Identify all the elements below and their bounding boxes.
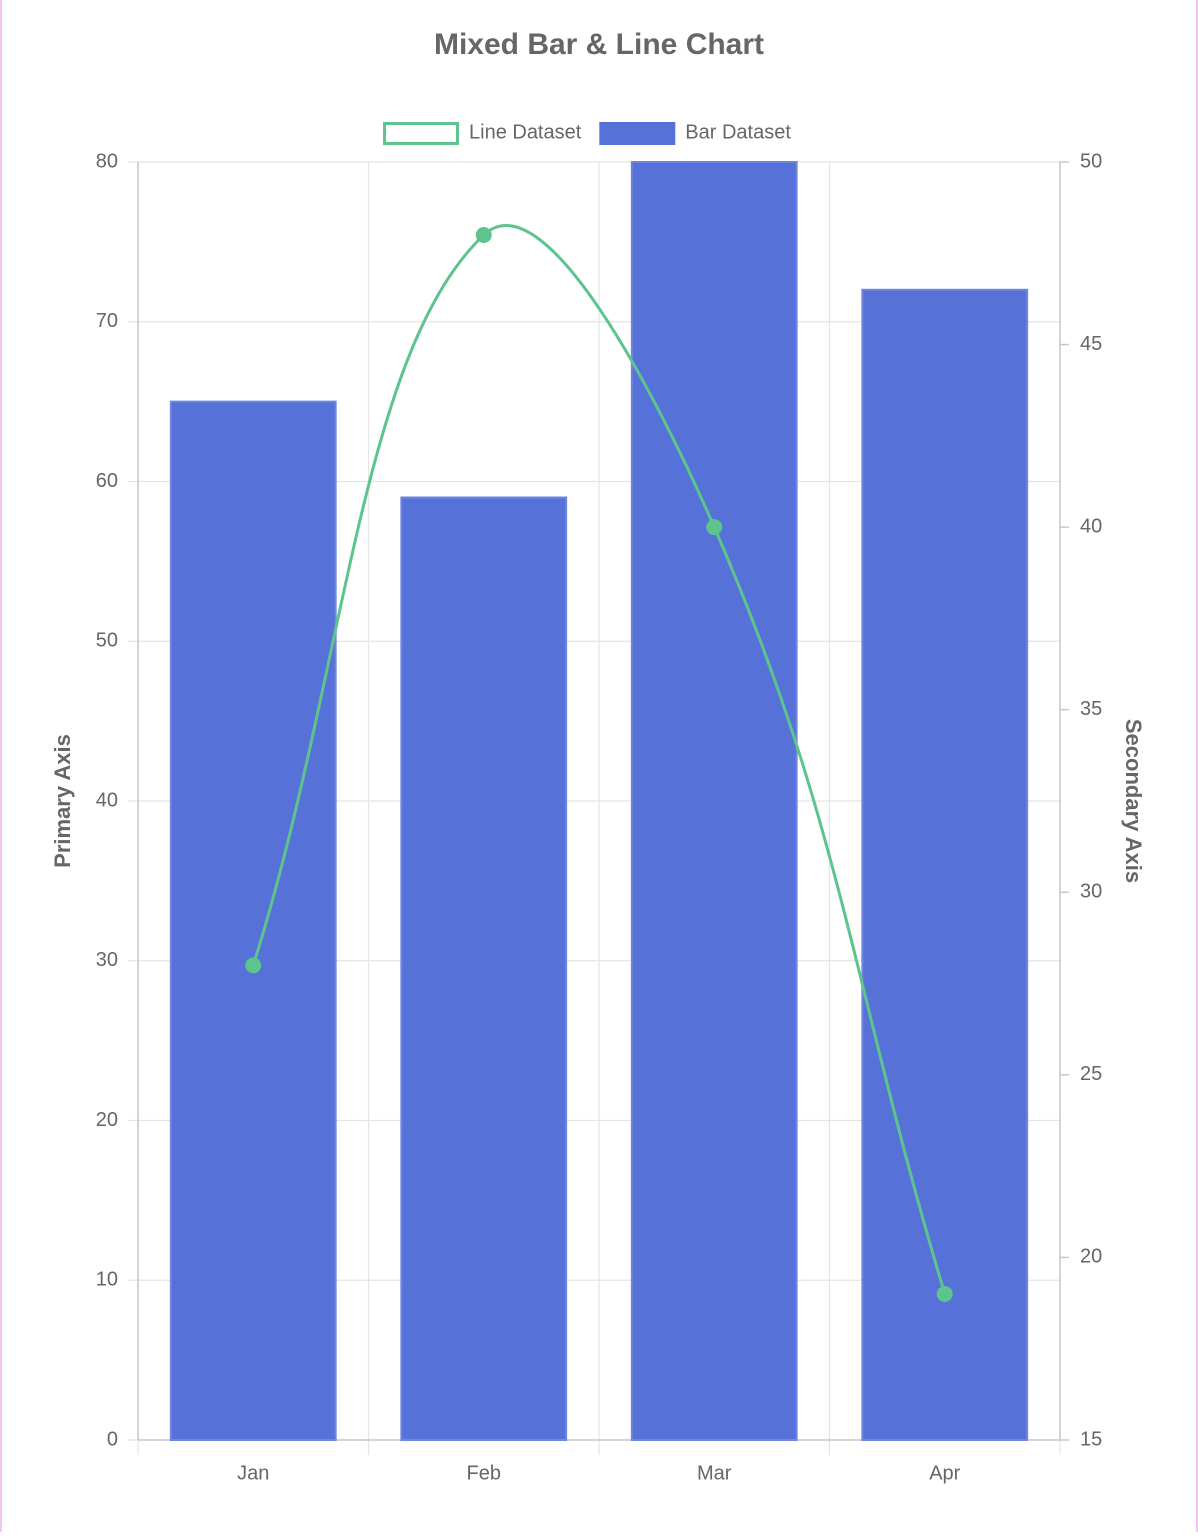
chart-title: Mixed Bar & Line Chart xyxy=(434,28,764,61)
y-tick-label: 60 xyxy=(96,470,118,492)
y-tick-label: 80 xyxy=(96,150,118,172)
line xyxy=(251,224,947,1295)
bar xyxy=(169,400,337,1441)
y2-axis-title: Secondary Axis xyxy=(1121,719,1146,883)
y2-tick-label: 20 xyxy=(1080,1246,1102,1268)
y-tick-label: 50 xyxy=(96,630,118,652)
y-tick-label: 70 xyxy=(96,310,118,332)
line-point xyxy=(245,957,262,974)
y-axis-title: Primary Axis xyxy=(50,734,75,868)
bar xyxy=(630,161,798,1441)
y2-tick-label: 50 xyxy=(1080,150,1102,172)
line-point xyxy=(936,1285,953,1302)
y2-tick-label: 45 xyxy=(1080,333,1102,355)
legend-label: Line Dataset xyxy=(469,121,582,143)
legend-swatch xyxy=(383,122,459,145)
y-tick-label: 20 xyxy=(96,1109,118,1131)
legend-swatch xyxy=(599,122,676,145)
y2-tick-label: 30 xyxy=(1080,881,1102,903)
y2-tick-label: 15 xyxy=(1080,1428,1102,1450)
line-point xyxy=(475,227,492,244)
y-tick-label: 40 xyxy=(96,789,118,811)
y-tick-label: 30 xyxy=(96,949,118,971)
y-tick-label: 10 xyxy=(96,1269,118,1291)
x-tick-label: Jan xyxy=(237,1462,269,1484)
legend-label: Bar Dataset xyxy=(685,121,791,143)
bar xyxy=(861,288,1029,1441)
y2-tick-label: 35 xyxy=(1080,698,1102,720)
line-point xyxy=(706,519,723,536)
x-tick-label: Mar xyxy=(697,1462,732,1484)
y-tick-label: 0 xyxy=(107,1428,118,1450)
bar xyxy=(400,496,568,1442)
x-tick-label: Apr xyxy=(929,1462,960,1484)
y2-tick-label: 25 xyxy=(1080,1063,1102,1085)
y2-tick-label: 40 xyxy=(1080,515,1102,537)
x-tick-label: Feb xyxy=(467,1462,501,1484)
